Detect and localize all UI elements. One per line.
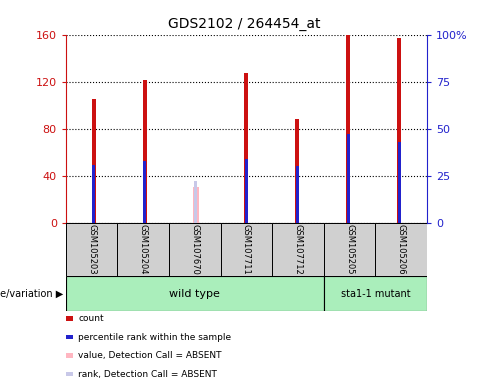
Text: GSM107711: GSM107711 [242,224,251,275]
Bar [295,119,299,223]
Text: GSM105205: GSM105205 [345,224,354,275]
Text: GSM107712: GSM107712 [293,224,303,275]
Text: GSM105204: GSM105204 [139,224,148,275]
Bar [324,276,427,311]
Bar [194,181,197,223]
Bar [92,164,95,225]
Text: percentile rank within the sample: percentile rank within the sample [78,333,231,342]
Bar [375,223,427,276]
Text: wild type: wild type [169,289,220,299]
Text: genotype/variation ▶: genotype/variation ▶ [0,289,63,299]
Bar [66,223,118,276]
Bar [193,187,199,223]
Bar [346,35,350,223]
Text: count: count [78,314,104,323]
Bar [324,223,375,276]
Bar [296,166,299,225]
Bar [169,223,221,276]
Bar [143,161,146,225]
Bar [398,142,401,225]
Bar [245,159,248,225]
Bar [142,80,147,223]
Bar [92,99,96,223]
Bar [244,73,248,223]
Bar [118,223,169,276]
Bar [397,38,401,223]
Bar [221,223,272,276]
Text: rank, Detection Call = ABSENT: rank, Detection Call = ABSENT [78,369,217,379]
Bar [66,276,324,311]
Text: value, Detection Call = ABSENT: value, Detection Call = ABSENT [78,351,222,360]
Bar [272,223,324,276]
Text: GSM105206: GSM105206 [397,224,406,275]
Text: sta1-1 mutant: sta1-1 mutant [341,289,410,299]
Text: GSM105203: GSM105203 [87,224,96,275]
Text: GSM107670: GSM107670 [190,224,200,275]
Text: GDS2102 / 264454_at: GDS2102 / 264454_at [168,17,320,31]
Bar [346,134,350,225]
